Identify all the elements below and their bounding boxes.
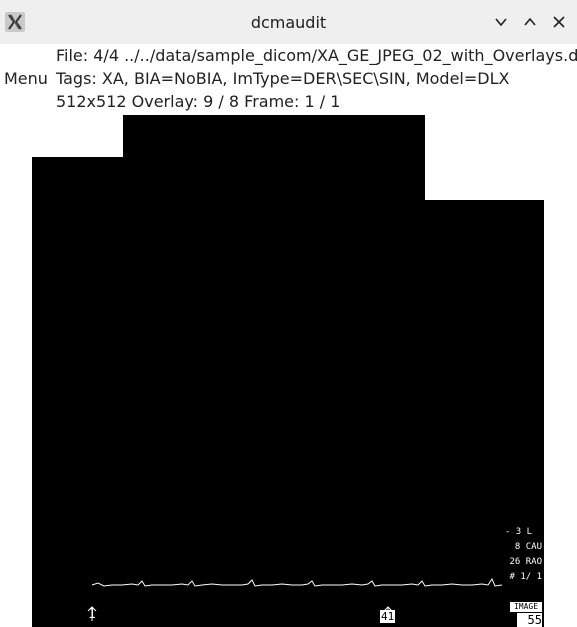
chevron-down-icon [494,15,508,29]
image-number: 55 [517,613,542,627]
close-button[interactable] [548,11,570,33]
ecg-trace [32,115,544,627]
marker-mid-label: 41 [380,610,395,623]
minimize-button[interactable] [490,11,512,33]
status-info: 512x512 Overlay: 9 / 8 Frame: 1 / 1 [56,92,340,111]
image-label: IMAGE [510,602,542,612]
maximize-button[interactable] [519,11,541,33]
close-icon [552,15,566,29]
marker-start-label: 1 [88,607,96,622]
tags-info: Tags: XA, BIA=NoBIA, ImType=DER\SEC\SIN,… [56,69,509,88]
menu-button[interactable]: Menu [4,69,48,88]
image-viewport[interactable]: - 3 L 8 CAU 26 RAO # 1/ 1 1 41 IMAGE 55 [32,115,544,627]
chevron-up-icon [523,15,537,29]
image-number-box: IMAGE 55 [510,602,542,627]
file-info: File: 4/4 ../../data/sample_dicom/XA_GE_… [56,46,577,65]
title-bar[interactable]: dcmaudit [0,0,577,44]
